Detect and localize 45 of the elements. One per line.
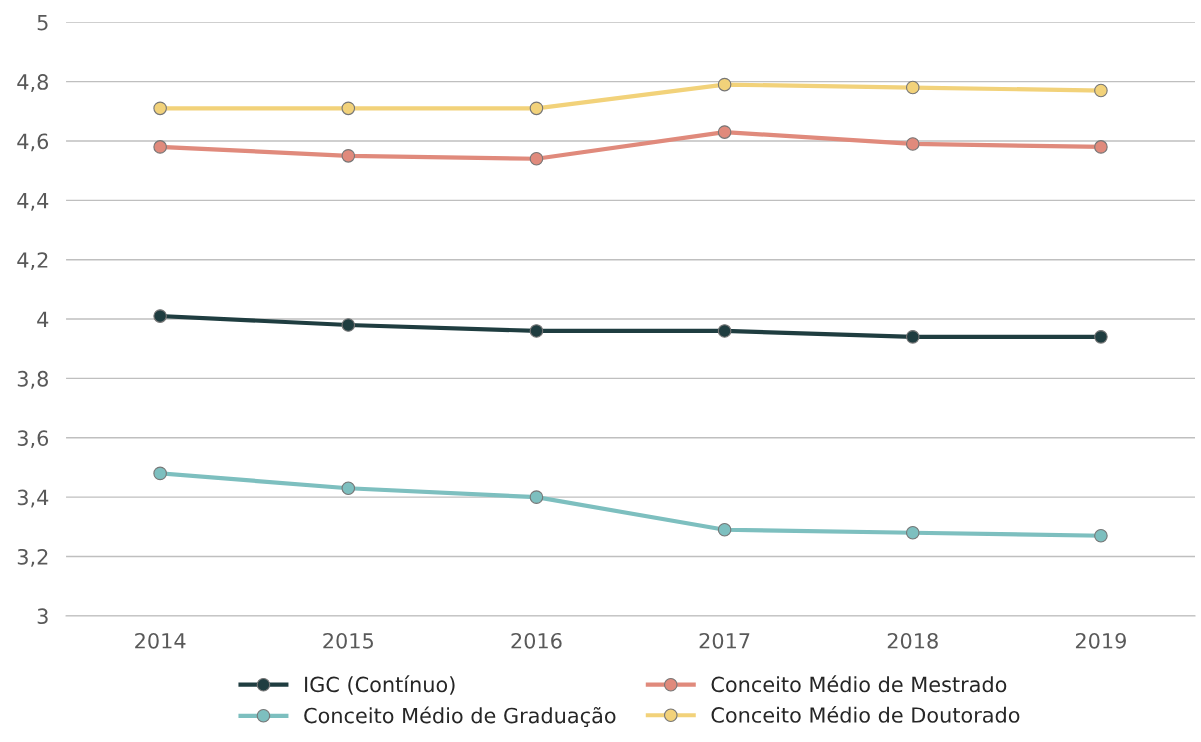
y-tick-label: 4,8 — [17, 74, 48, 92]
point — [341, 481, 356, 496]
y-tick-label: 3,2 — [17, 548, 48, 567]
point — [529, 101, 544, 116]
point — [153, 466, 167, 481]
x-tick-label: 2018 — [887, 632, 938, 649]
point — [1094, 330, 1108, 344]
point — [341, 149, 356, 163]
point — [717, 522, 732, 537]
y-tick-label: 3 — [37, 608, 48, 625]
point — [1094, 528, 1108, 543]
y-tick-label: 4,4 — [17, 193, 49, 211]
point — [905, 330, 920, 344]
x-tick-label: 2019 — [1075, 632, 1126, 649]
point — [529, 151, 544, 166]
point — [905, 137, 920, 151]
legend-label: IGC (Contínuo) — [305, 675, 455, 695]
point — [1094, 83, 1108, 98]
point — [341, 318, 356, 332]
legend-label: Conceito Médio de Mestrado — [711, 675, 1007, 693]
x-tick-label: 2015 — [323, 632, 373, 649]
y-tick-label: 4,2 — [17, 252, 48, 271]
legend-label: Conceito Médio de Graduação — [304, 706, 616, 728]
point — [153, 309, 167, 323]
point — [153, 101, 167, 116]
y-tick-label: 4,6 — [17, 133, 49, 152]
point — [905, 525, 920, 540]
point — [717, 125, 732, 139]
point — [717, 77, 732, 92]
point — [1094, 140, 1108, 154]
y-tick-label: 3,4 — [17, 489, 49, 508]
y-tick-label: 5 — [37, 14, 48, 31]
legend-label: Conceito Médio de Doutorado — [711, 705, 1020, 723]
point — [905, 80, 920, 95]
point — [529, 324, 544, 338]
point — [341, 101, 356, 116]
x-tick-label: 2016 — [511, 632, 562, 649]
y-tick-label: 3,6 — [17, 430, 49, 449]
point — [717, 324, 732, 338]
point — [153, 140, 167, 154]
point — [529, 490, 544, 504]
x-tick-label: 2017 — [699, 632, 750, 649]
y-tick-label: 3,8 — [17, 370, 48, 389]
y-tick-label: 4 — [37, 311, 49, 327]
x-tick-label: 2014 — [135, 632, 186, 649]
